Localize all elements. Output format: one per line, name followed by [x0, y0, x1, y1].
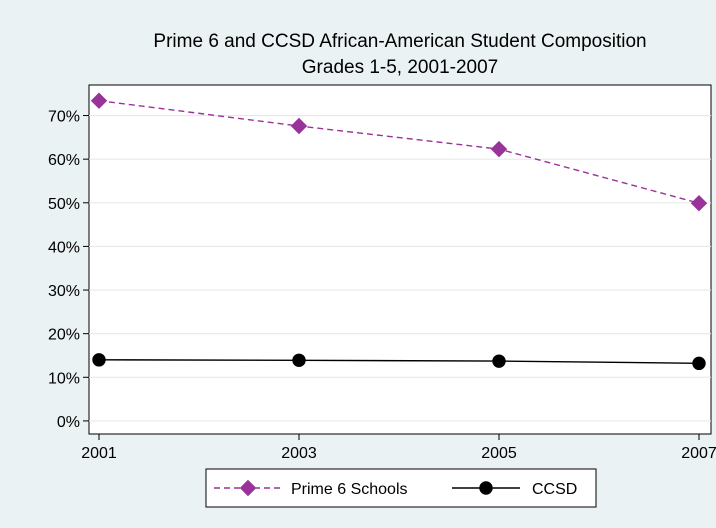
legend-label: Prime 6 Schools: [291, 481, 408, 498]
y-tick-label: 40%: [48, 239, 80, 256]
legend: Prime 6 Schools CCSD: [205, 468, 597, 508]
x-tick-label: 2005: [481, 445, 517, 462]
y-tick-label: 60%: [48, 152, 80, 169]
series-line: [98, 100, 700, 204]
y-tick-label: 20%: [48, 327, 80, 344]
y-tick-label: 70%: [48, 109, 80, 126]
series-layer: [90, 92, 708, 371]
data-point: [292, 353, 306, 367]
y-tick-label: 10%: [48, 370, 80, 387]
data-point: [692, 356, 706, 371]
x-axis: 2001 2003 2005 2007: [81, 434, 716, 462]
grid-layer: [89, 114, 711, 422]
x-tick-label: 2001: [81, 445, 117, 462]
y-axis: 0% 10% 20% 30% 40% 50% 60% 70%: [48, 109, 89, 431]
chart-title: Prime 6 and CCSD African-American Studen…: [153, 31, 646, 52]
chart-subtitle: Grades 1-5, 2001-2007: [302, 57, 498, 78]
legend-box: [205, 468, 597, 508]
y-tick-label: 0%: [57, 414, 80, 431]
y-tick-label: 30%: [48, 283, 80, 300]
series-prime-6-schools: [90, 92, 708, 212]
data-point: [490, 140, 508, 158]
legend-label: CCSD: [532, 481, 577, 498]
y-tick-label: 50%: [48, 196, 80, 213]
legend-marker: [239, 479, 257, 497]
x-tick-label: 2003: [281, 445, 317, 462]
data-point: [90, 92, 108, 109]
plot-area: [88, 84, 712, 435]
series-ccsd: [92, 353, 706, 371]
legend-marker: [479, 481, 493, 495]
data-point: [492, 354, 506, 368]
data-point: [290, 117, 308, 135]
series-line: [98, 359, 700, 364]
data-point: [92, 353, 106, 367]
x-tick-label: 2007: [681, 445, 716, 462]
data-point: [690, 195, 708, 212]
